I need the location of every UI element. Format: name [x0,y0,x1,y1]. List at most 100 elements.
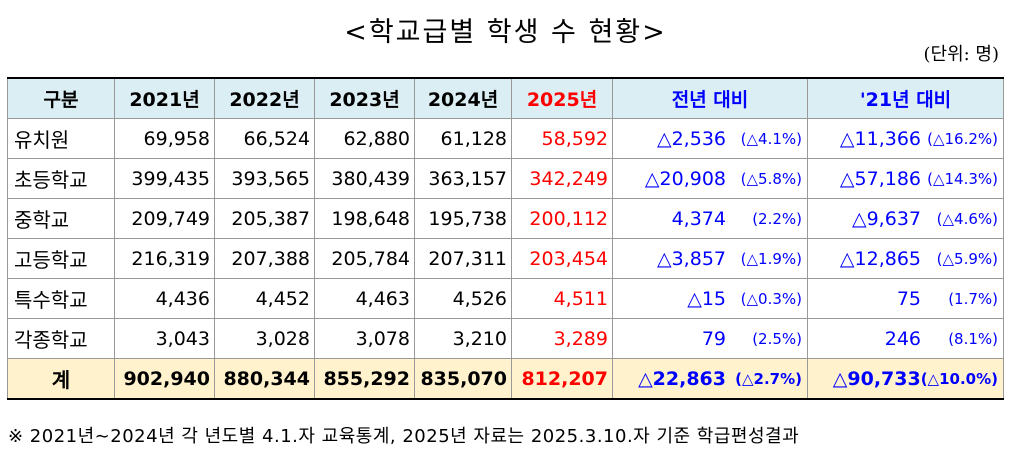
value-2024: 835,070 [414,358,512,400]
vs-2021-change: △57,186 [839,167,921,190]
vs-2021-cell: △90,733 (△10.0%) [807,358,1004,400]
vs-prev-year-change: △3,857 [656,247,726,270]
vs-prev-year-change: △2,536 [656,127,726,150]
header-2023: 2023년 [314,77,415,119]
total-row: 계 902,940 880,344 855,292 835,070 812,207 △22,… [7,358,1004,400]
row-category: 특수학교 [7,278,115,319]
value-2025: 4,511 [511,278,613,319]
vs-2021-change: △12,865 [839,247,921,270]
value-2023: 62,880 [314,118,415,159]
value-2025: 3,289 [511,318,613,359]
table-row: 각종학교 3,043 3,028 3,078 3,210 3,289 79 (2.5%) 246… [7,318,1004,359]
value-2025: 342,249 [511,158,613,199]
student-count-table: 구분 2021년 2022년 2023년 2024년 2025년 전년 대비 '… [7,77,1004,400]
value-2025: 812,207 [511,358,613,400]
vs-prev-year-percent: (2.2%) [752,209,802,228]
table-row: 유치원 69,958 66,524 62,880 61,128 58,592 △2,536 (… [7,118,1004,159]
value-2023: 855,292 [314,358,415,400]
value-2024: 3,210 [414,318,512,359]
vs-prev-year-percent: (△1.9%) [740,249,802,268]
value-2024: 61,128 [414,118,512,159]
table-row: 중학교 209,749 205,387 198,648 195,738 200,112 4,… [7,198,1004,239]
vs-prev-year-change: △20,908 [644,167,726,190]
value-2022: 3,028 [214,318,315,359]
value-2025: 58,592 [511,118,613,159]
row-category: 초등학교 [7,158,115,199]
vs-2021-cell: △9,637 (△4.6%) [807,198,1004,239]
table-row: 특수학교 4,436 4,452 4,463 4,526 4,511 △15 (△0.3%) 7… [7,278,1004,319]
value-2022: 66,524 [214,118,315,159]
vs-2021-cell: △12,865 (△5.9%) [807,238,1004,279]
header-2022: 2022년 [214,77,315,119]
value-2022: 393,565 [214,158,315,199]
value-2023: 3,078 [314,318,415,359]
vs-prev-year-change: 79 [701,327,726,350]
vs-prev-year-change: △22,863 [638,367,726,390]
value-2021: 4,436 [114,278,215,319]
vs-prev-year-percent: (△2.7%) [735,369,802,388]
vs-2021-change: △90,733 [832,367,921,390]
value-2024: 207,311 [414,238,512,279]
value-2021: 3,043 [114,318,215,359]
value-2023: 205,784 [314,238,415,279]
value-2021: 399,435 [114,158,215,199]
value-2022: 205,387 [214,198,315,239]
footnote: ※ 2021년∼2024년 각 년도별 4.1.자 교육통계, 2025년 자료… [8,426,800,447]
vs-2021-change: 75 [896,287,921,310]
vs-prev-year-change: 4,374 [671,207,726,230]
value-2021: 69,958 [114,118,215,159]
table-row: 고등학교 216,319 207,388 205,784 207,311 203,454 △… [7,238,1004,279]
vs-prev-year-percent: (△5.8%) [740,169,802,188]
value-2025: 200,112 [511,198,613,239]
vs-prev-year-percent: (△0.3%) [740,289,802,308]
page-title: <학교급별 학생 수 현황> [344,17,667,48]
vs-prev-year-cell: △20,908 (△5.8%) [612,158,808,199]
value-2024: 195,738 [414,198,512,239]
row-category: 각종학교 [7,318,115,359]
vs-2021-change: 246 [884,327,921,350]
vs-prev-year-cell: 4,374 (2.2%) [612,198,808,239]
header-vs-prev-year: 전년 대비 [612,77,808,119]
value-2024: 4,526 [414,278,512,319]
value-2022: 880,344 [214,358,315,400]
vs-2021-percent: (△4.6%) [936,209,998,228]
header-vs-2021: '21년 대비 [807,77,1004,119]
vs-prev-year-cell: △3,857 (△1.9%) [612,238,808,279]
vs-prev-year-cell: 79 (2.5%) [612,318,808,359]
vs-2021-cell: 75 (1.7%) [807,278,1004,319]
value-2022: 4,452 [214,278,315,319]
vs-prev-year-percent: (2.5%) [752,329,802,348]
value-2025: 203,454 [511,238,613,279]
unit-label: (단위: 명) [923,44,999,65]
vs-prev-year-percent: (△4.1%) [740,129,802,148]
table-header-row: 구분 2021년 2022년 2023년 2024년 2025년 전년 대비 '… [7,77,1004,119]
vs-2021-cell: △11,366 (△16.2%) [807,118,1004,159]
vs-2021-cell: △57,186 (△14.3%) [807,158,1004,199]
header-2024: 2024년 [414,77,512,119]
vs-prev-year-change: △15 [687,287,726,310]
value-2021: 216,319 [114,238,215,279]
value-2023: 380,439 [314,158,415,199]
vs-2021-percent: (8.1%) [948,329,998,348]
row-category: 고등학교 [7,238,115,279]
value-2021: 209,749 [114,198,215,239]
row-category: 계 [7,358,115,400]
vs-2021-percent: (△14.3%) [927,169,998,188]
header-2021: 2021년 [114,77,215,119]
vs-prev-year-cell: △22,863 (△2.7%) [612,358,808,400]
vs-2021-percent: (△5.9%) [936,249,998,268]
row-category: 유치원 [7,118,115,159]
vs-2021-change: △11,366 [839,127,921,150]
vs-2021-change: △9,637 [851,207,921,230]
vs-prev-year-cell: △15 (△0.3%) [612,278,808,319]
vs-2021-percent: (△16.2%) [927,129,998,148]
value-2023: 198,648 [314,198,415,239]
value-2023: 4,463 [314,278,415,319]
table-row: 초등학교 399,435 393,565 380,439 363,157 342,249 △… [7,158,1004,199]
vs-2021-percent: (△10.0%) [920,369,998,388]
value-2024: 363,157 [414,158,512,199]
vs-prev-year-cell: △2,536 (△4.1%) [612,118,808,159]
value-2021: 902,940 [114,358,215,400]
vs-2021-percent: (1.7%) [948,289,998,308]
header-category: 구분 [7,77,115,119]
